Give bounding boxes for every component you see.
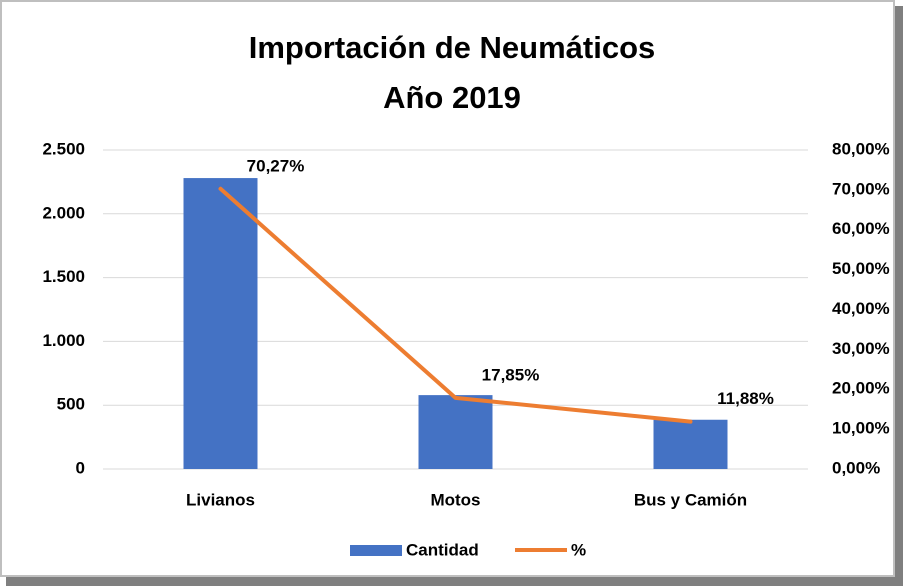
- data-label: 17,85%: [482, 365, 540, 384]
- bar: [183, 178, 258, 469]
- y-tick-label: 1.000: [42, 331, 85, 350]
- frame: [0, 0, 895, 577]
- legend-label: %: [571, 540, 586, 559]
- y-tick-label: 0: [76, 458, 85, 477]
- data-label: 70,27%: [247, 156, 305, 175]
- bar: [653, 419, 728, 469]
- x-tick-label: Bus y Camión: [634, 490, 747, 509]
- chart-title: Año 2019: [383, 80, 521, 115]
- legend-label: Cantidad: [406, 540, 479, 559]
- x-tick-label: Livianos: [186, 490, 255, 509]
- line-series: [218, 186, 693, 424]
- bar: [418, 395, 493, 469]
- x-tick-label: Motos: [430, 490, 480, 509]
- y2-tick-label: 80,00%: [832, 139, 890, 158]
- y2-tick-label: 60,00%: [832, 219, 890, 238]
- y2-tick-label: 20,00%: [832, 379, 890, 398]
- y2-tick-label: 10,00%: [832, 419, 890, 438]
- legend-swatch: [350, 545, 402, 556]
- y-tick-label: 500: [57, 395, 85, 414]
- y2-tick-label: 40,00%: [832, 299, 890, 318]
- y-tick-label: 1.500: [42, 267, 85, 286]
- y-tick-label: 2.500: [42, 139, 85, 158]
- y2-tick-label: 70,00%: [832, 179, 890, 198]
- chart-title: Importación de Neumáticos: [249, 30, 656, 65]
- y-tick-label: 2.000: [42, 203, 85, 222]
- data-label: 11,88%: [717, 389, 774, 408]
- y2-tick-label: 30,00%: [832, 339, 890, 358]
- y2-tick-label: 0,00%: [832, 458, 880, 477]
- y2-tick-label: 50,00%: [832, 259, 890, 278]
